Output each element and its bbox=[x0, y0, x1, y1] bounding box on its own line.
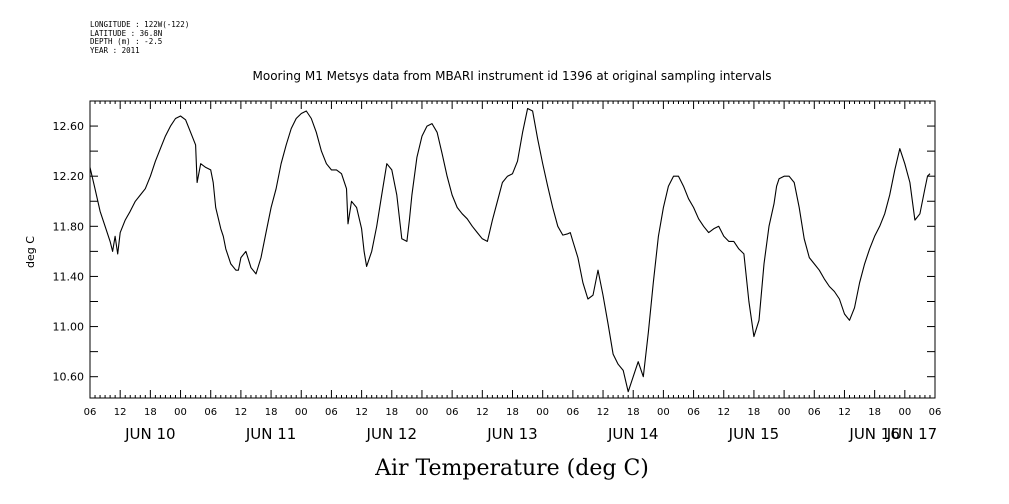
x-hour-label: 00 bbox=[174, 407, 187, 418]
x-hour-label: 12 bbox=[597, 407, 610, 418]
x-hour-label: 18 bbox=[265, 407, 278, 418]
y-tick-label: 12.60 bbox=[53, 120, 85, 133]
x-day-label: JUN 15 bbox=[728, 425, 779, 443]
year-label: YEAR : 2011 bbox=[90, 45, 140, 55]
x-hour-label: 00 bbox=[898, 407, 911, 418]
x-day-label: JUN 16 bbox=[848, 425, 899, 443]
latitude-label: LATITUDE : 36.8N bbox=[90, 28, 163, 38]
x-hour-label: 18 bbox=[144, 407, 157, 418]
x-day-label: JUN 17 bbox=[886, 425, 937, 443]
depth-label: DEPTH (m) : -2.5 bbox=[90, 37, 163, 47]
x-hour-label: 18 bbox=[385, 407, 398, 418]
x-hour-label: 12 bbox=[838, 407, 851, 418]
plot-frame bbox=[89, 100, 936, 399]
x-hour-label: 12 bbox=[114, 407, 127, 418]
x-day-label: JUN 12 bbox=[366, 425, 417, 443]
x-day-label: JUN 10 bbox=[124, 425, 175, 443]
x-hour-label: 06 bbox=[566, 407, 579, 418]
x-hour-label: 00 bbox=[657, 407, 670, 418]
x-hour-label: 12 bbox=[717, 407, 730, 418]
x-hour-label: 06 bbox=[929, 407, 942, 418]
x-day-label: JUN 11 bbox=[245, 425, 296, 443]
x-hour-label: 18 bbox=[506, 407, 519, 418]
x-day-label: JUN 13 bbox=[486, 425, 537, 443]
x-day-label: JUN 14 bbox=[607, 425, 658, 443]
x-hour-label: 18 bbox=[627, 407, 640, 418]
x-hour-label: 18 bbox=[748, 407, 761, 418]
x-hour-label: 00 bbox=[536, 407, 549, 418]
x-hour-label: 06 bbox=[808, 407, 821, 418]
station-metadata: LONGITUDE : 122W(-122) LATITUDE : 36.8N … bbox=[90, 20, 190, 55]
x-hour-label: 18 bbox=[868, 407, 881, 418]
longitude-label: LONGITUDE : 122W(-122) bbox=[90, 20, 190, 29]
series-line bbox=[89, 107, 931, 393]
x-hour-label: 12 bbox=[476, 407, 489, 418]
y-tick-label: 11.00 bbox=[53, 321, 85, 334]
x-axis-label: Air Temperature (deg C) bbox=[374, 456, 649, 481]
chart-title: Mooring M1 Metsys data from MBARI instru… bbox=[253, 69, 772, 83]
x-hour-label: 06 bbox=[325, 407, 338, 418]
x-hour-label: 12 bbox=[355, 407, 368, 418]
x-hour-label: 06 bbox=[687, 407, 700, 418]
x-hour-label: 00 bbox=[295, 407, 308, 418]
y-tick-label: 11.40 bbox=[53, 270, 85, 283]
x-hour-label: 06 bbox=[446, 407, 459, 418]
y-tick-label: 12.20 bbox=[53, 170, 85, 183]
x-hour-label: 06 bbox=[204, 407, 217, 418]
y-tick-label: 10.60 bbox=[53, 371, 85, 384]
x-hour-label: 00 bbox=[416, 407, 429, 418]
x-hour-label: 06 bbox=[84, 407, 97, 418]
y-axis-label: deg C bbox=[24, 236, 37, 268]
x-hour-label: 00 bbox=[778, 407, 791, 418]
y-tick-label: 11.80 bbox=[53, 220, 85, 233]
series-layer bbox=[89, 107, 931, 393]
axis-ticks: 10.60 11.00 11.40 11.80 12.20 12.60 06 12 18 00 06… bbox=[53, 100, 942, 443]
x-hour-label: 12 bbox=[235, 407, 248, 418]
